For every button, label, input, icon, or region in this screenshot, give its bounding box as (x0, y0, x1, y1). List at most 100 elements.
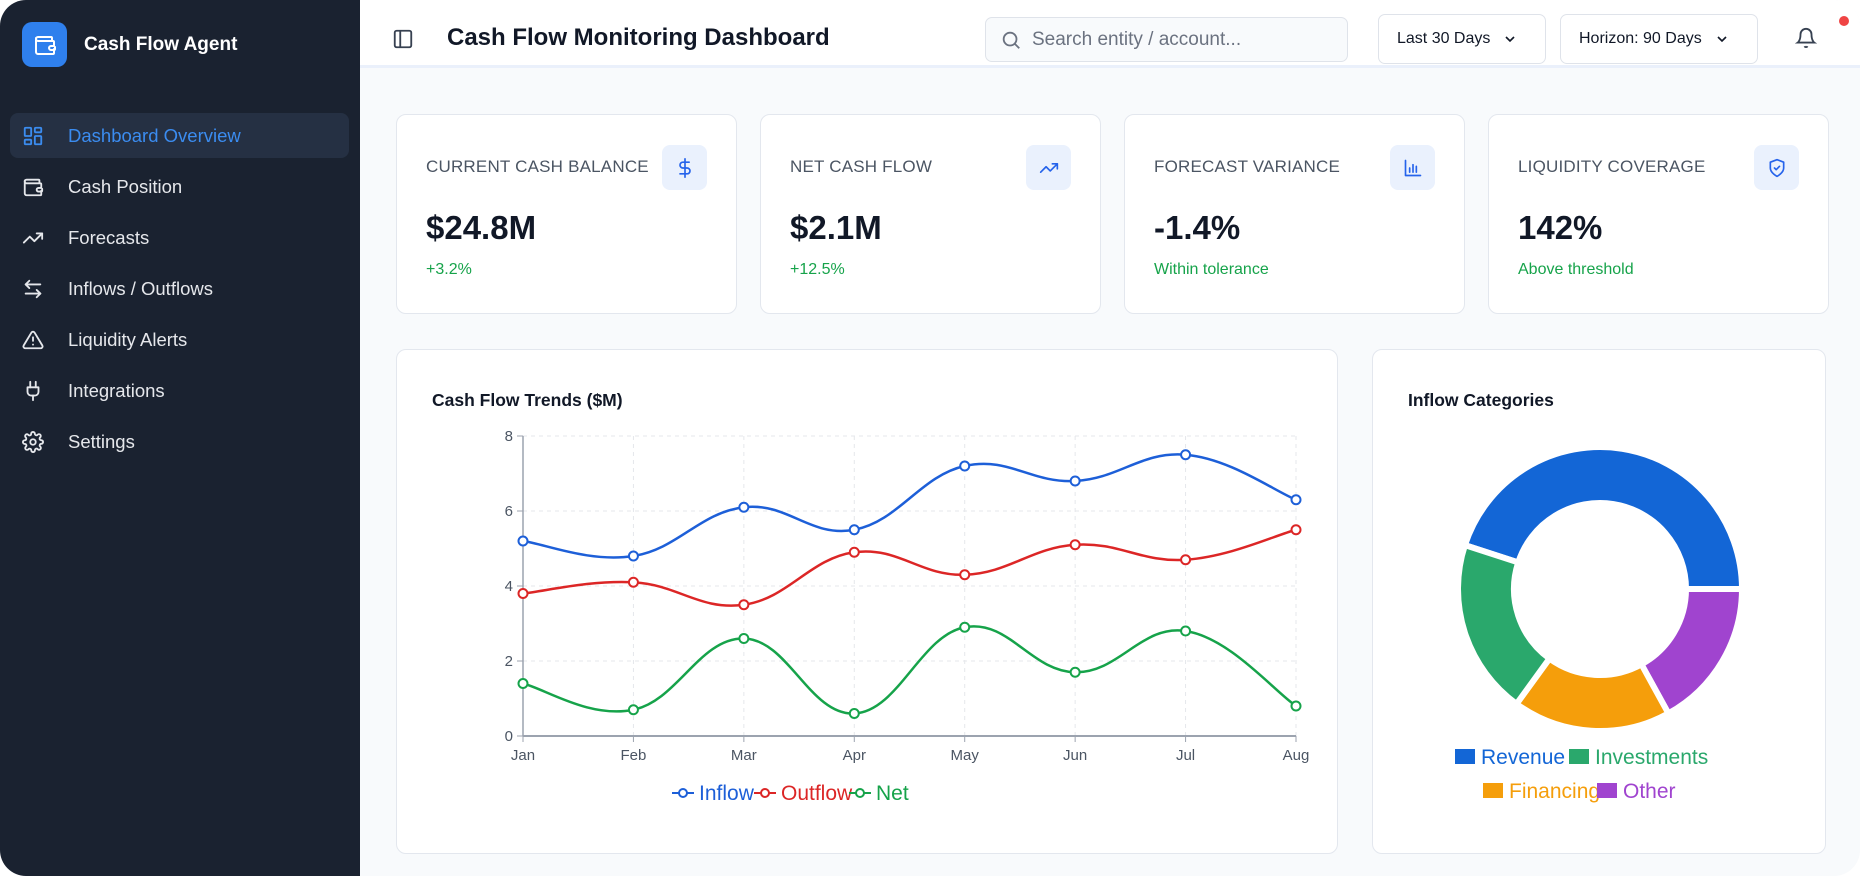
legend-swatch (1597, 783, 1617, 798)
series-line-outflow (522, 528, 1297, 607)
sidebar-item-integrations[interactable]: Integrations (10, 368, 349, 413)
data-point[interactable] (848, 546, 860, 558)
legend-label: Investments (1595, 746, 1708, 769)
sidebar-item-liquidity-alerts[interactable]: Liquidity Alerts (10, 317, 349, 362)
x-tick-label: Jun (1063, 747, 1087, 764)
slice-investments[interactable] (1455, 541, 1554, 709)
data-point[interactable] (848, 708, 860, 719)
legend-item-inflow[interactable]: Inflow (672, 782, 755, 805)
sidebar-nav: Dashboard Overview Cash Position Forecasts… (10, 113, 349, 470)
y-tick-label: 0 (505, 728, 513, 745)
legend-item-investments[interactable]: Investments (1569, 746, 1708, 769)
search-input[interactable] (1032, 28, 1332, 51)
plug-icon (26, 380, 40, 401)
data-point[interactable] (627, 550, 639, 562)
donut-chart: Revenue Investments Financing Other (1455, 444, 1746, 803)
y-tick-label: 6 (505, 503, 513, 520)
kpi-value: -1.4% (1154, 209, 1241, 246)
sidebar-item-label: Cash Position (68, 175, 183, 197)
sidebar-item-settings[interactable]: Settings (10, 419, 349, 464)
app-name: Cash Flow Agent (84, 34, 238, 55)
kpi-card: CURRENT CASH BALANCE $24.8M +3.2% (396, 114, 737, 314)
legend-swatch (1483, 783, 1503, 798)
legend-swatch (1455, 749, 1475, 764)
notification-badge (1839, 16, 1849, 26)
chart-title: Inflow Categories (1408, 390, 1554, 410)
kpi-change: Within tolerance (1154, 261, 1269, 278)
period-value: Last 30 Days (1397, 30, 1491, 47)
series-line-net (522, 625, 1297, 715)
inflow-categories-card: Inflow Categories Revenue Investments Fina… (1372, 349, 1826, 854)
cash-flow-trends-card: Cash Flow Trends ($M) 0 2 4 6 8 Jan Feb Mar Apr M… (396, 349, 1338, 854)
sidebar-item-forecasts[interactable]: Forecasts (10, 215, 349, 260)
kpi-icon-badge (1754, 145, 1799, 190)
kpi-change: +3.2% (426, 261, 472, 278)
data-point[interactable] (1180, 449, 1192, 461)
legend-label: Financing (1509, 780, 1600, 803)
legend-label: Inflow (699, 782, 755, 805)
data-point[interactable] (1069, 539, 1081, 551)
data-point[interactable] (1069, 666, 1081, 678)
kpi-card: LIQUIDITY COVERAGE 142% Above threshold (1488, 114, 1829, 314)
data-point[interactable] (959, 569, 971, 581)
kpi-value: 142% (1518, 209, 1603, 246)
header: Cash Flow Monitoring Dashboard Last 30 D… (360, 0, 1860, 68)
trending-up-icon (1039, 162, 1058, 173)
x-tick-label: Jan (511, 747, 535, 764)
data-point[interactable] (627, 704, 639, 716)
sidebar-item-label: Inflows / Outflows (68, 277, 213, 299)
data-point[interactable] (738, 599, 750, 611)
sidebar-item-label: Forecasts (68, 226, 150, 248)
data-point[interactable] (738, 501, 750, 513)
kpi-card: FORECAST VARIANCE -1.4% Within tolerance (1124, 114, 1465, 314)
sidebar-item-cash-position[interactable]: Cash Position (10, 164, 349, 209)
sidebar-toggle-icon[interactable] (392, 28, 414, 50)
legend-label: Outflow (781, 782, 853, 805)
data-point[interactable] (959, 460, 971, 472)
horizon-dropdown[interactable]: Horizon: 90 Days (1560, 14, 1758, 64)
chevron-down-icon (1505, 36, 1515, 43)
legend-label: Revenue (1481, 746, 1565, 769)
x-tick-label: Jul (1176, 747, 1195, 764)
sidebar-item-label: Liquidity Alerts (68, 328, 188, 350)
data-point[interactable] (1290, 524, 1302, 536)
legend-item-financing[interactable]: Financing (1483, 780, 1600, 803)
data-point[interactable] (738, 633, 750, 644)
legend-item-net[interactable]: Net (849, 782, 909, 805)
arrows-left-right-icon (24, 279, 42, 298)
bell-icon[interactable] (1795, 26, 1817, 50)
kpi-icon-badge (662, 145, 707, 190)
legend-item-revenue[interactable]: Revenue (1455, 746, 1565, 769)
kpi-card: NET CASH FLOW $2.1M +12.5% (760, 114, 1101, 314)
sidebar-item-inflows-outflows[interactable]: Inflows / Outflows (10, 266, 349, 311)
sidebar: Cash Flow Agent Dashboard Overview Cash P… (0, 0, 360, 876)
data-point[interactable] (517, 678, 529, 689)
data-point[interactable] (627, 576, 639, 588)
trending-up-icon (22, 232, 44, 243)
logo (22, 22, 67, 67)
data-point[interactable] (1290, 494, 1302, 506)
search-box[interactable] (985, 17, 1348, 62)
slice-revenue[interactable] (1461, 444, 1746, 592)
dollar-icon (678, 157, 691, 178)
x-tick-label: May (951, 747, 980, 764)
wallet-icon (34, 35, 56, 55)
data-point[interactable] (517, 535, 529, 547)
data-point[interactable] (517, 588, 529, 599)
data-point[interactable] (1180, 625, 1192, 637)
data-point[interactable] (1069, 475, 1081, 487)
legend-label: Net (876, 782, 909, 805)
legend-item-outflow[interactable]: Outflow (754, 782, 853, 805)
dashboard-grid-icon (23, 126, 43, 145)
data-point[interactable] (848, 524, 860, 536)
data-point[interactable] (1290, 700, 1302, 712)
data-point[interactable] (1180, 554, 1192, 566)
chart-title: Cash Flow Trends ($M) (432, 390, 623, 410)
y-tick-label: 4 (505, 578, 513, 595)
x-tick-label: Apr (843, 747, 866, 764)
period-dropdown[interactable]: Last 30 Days (1378, 14, 1546, 64)
legend-item-other[interactable]: Other (1597, 780, 1676, 803)
y-tick-label: 2 (505, 653, 513, 670)
data-point[interactable] (959, 621, 971, 633)
sidebar-item-dashboard-overview[interactable]: Dashboard Overview (10, 113, 349, 158)
